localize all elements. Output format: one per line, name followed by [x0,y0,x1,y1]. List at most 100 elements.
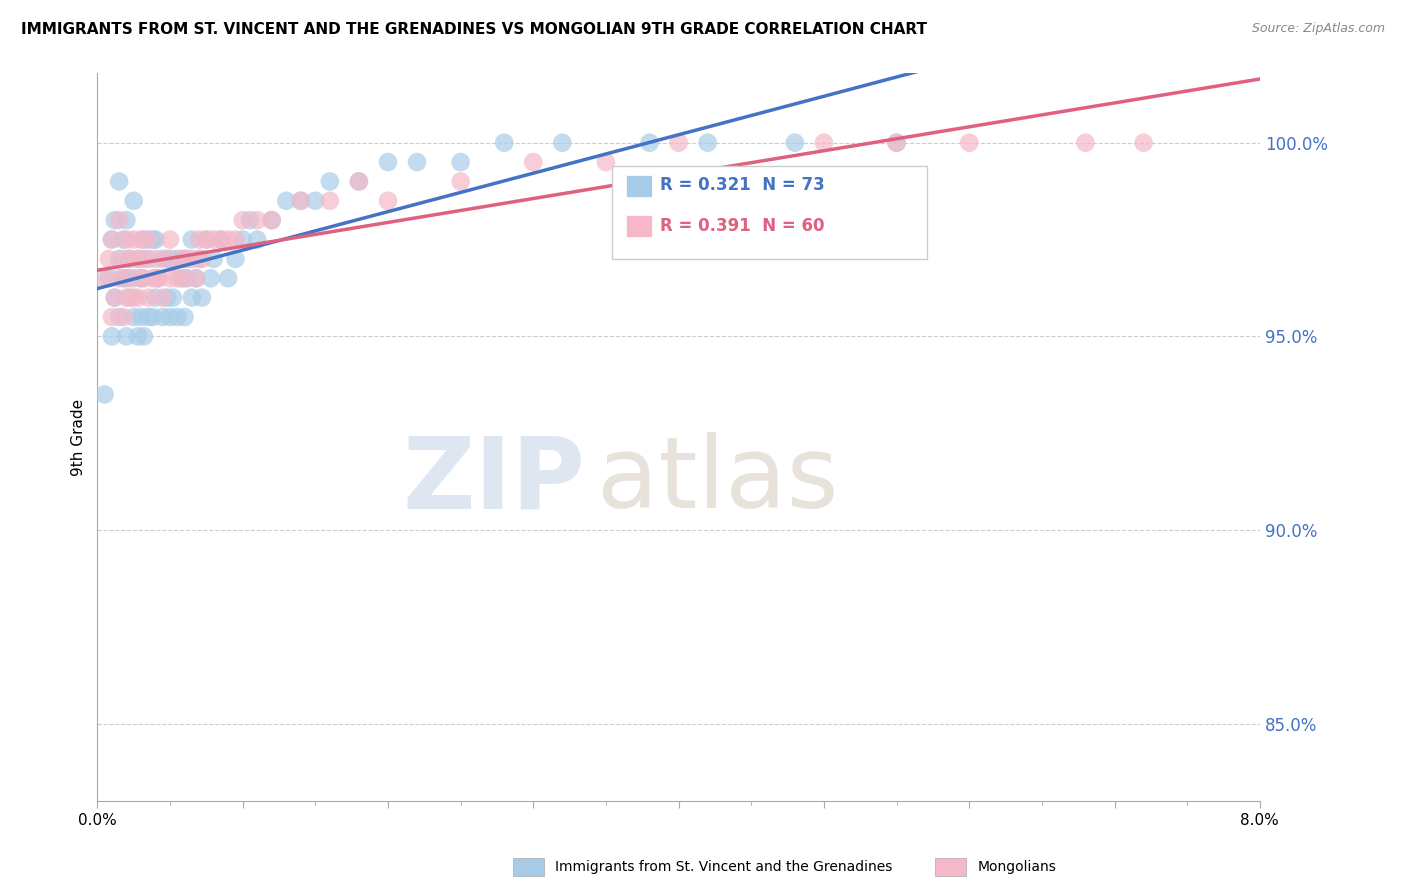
Point [156,252,179,266]
Point [159,252,181,266]
Point [115,329,138,343]
Point [186,271,208,285]
Point [319,174,342,188]
Point [886,136,908,150]
Point [93,387,115,401]
Point [115,233,138,247]
Point [136,233,159,247]
Point [813,136,835,150]
Point [127,291,149,305]
Point [1074,136,1097,150]
Point [122,233,145,247]
Point [129,310,152,324]
Point [122,194,145,208]
Point [159,233,181,247]
Text: IMMIGRANTS FROM ST. VINCENT AND THE GRENADINES VS MONGOLIAN 9TH GRADE CORRELATIO: IMMIGRANTS FROM ST. VINCENT AND THE GREN… [21,22,927,37]
Point [173,310,195,324]
Point [108,174,131,188]
Point [108,271,131,285]
Point [145,271,167,285]
Point [202,233,225,247]
Point [290,194,312,208]
Point [191,252,214,266]
Point [239,213,262,227]
Point [638,136,661,150]
Point [450,155,472,169]
Point [783,136,806,150]
Point [347,174,370,188]
Point [101,233,124,247]
Point [118,252,141,266]
Point [224,252,246,266]
Point [101,329,124,343]
Point [170,271,193,285]
Point [217,233,239,247]
Text: R = 0.391  N = 60: R = 0.391 N = 60 [661,217,824,235]
Point [115,213,138,227]
Point [112,252,135,266]
Point [127,252,149,266]
Text: atlas: atlas [598,433,839,529]
Point [1132,136,1154,150]
Point [132,271,155,285]
Point [202,252,225,266]
Point [108,310,131,324]
Point [668,136,690,150]
Point [142,271,165,285]
Point [101,310,124,324]
Point [246,233,269,247]
Point [136,252,159,266]
Point [957,136,980,150]
Point [145,252,167,266]
Point [522,155,544,169]
Point [195,233,218,247]
Point [406,155,429,169]
Point [347,174,370,188]
Point [217,271,239,285]
Point [886,136,908,150]
Point [132,252,155,266]
Point [696,136,718,150]
Point [186,271,208,285]
Point [191,291,214,305]
Point [104,291,127,305]
Point [132,233,155,247]
Point [118,271,141,285]
Point [162,291,184,305]
Point [108,252,131,266]
Point [136,310,159,324]
Point [551,136,574,150]
Point [145,233,167,247]
Point [122,291,145,305]
Point [209,233,232,247]
Point [152,252,174,266]
Point [136,291,159,305]
Point [142,310,165,324]
Point [104,291,127,305]
Point [129,233,152,247]
Point [145,291,167,305]
Point [195,233,218,247]
Point [98,271,121,285]
Point [260,213,283,227]
Point [118,291,141,305]
Point [188,233,211,247]
Point [148,271,170,285]
Point [170,252,193,266]
Point [377,194,399,208]
Point [142,233,165,247]
Point [176,271,198,285]
Point [156,291,179,305]
Point [173,271,195,285]
Point [122,271,145,285]
Point [122,310,145,324]
Point [148,271,170,285]
Text: R = 0.321  N = 73: R = 0.321 N = 73 [661,177,825,194]
Point [319,194,342,208]
Point [180,252,202,266]
Point [159,310,181,324]
Point [276,194,298,208]
Point [209,233,232,247]
Point [188,252,211,266]
Point [200,271,222,285]
